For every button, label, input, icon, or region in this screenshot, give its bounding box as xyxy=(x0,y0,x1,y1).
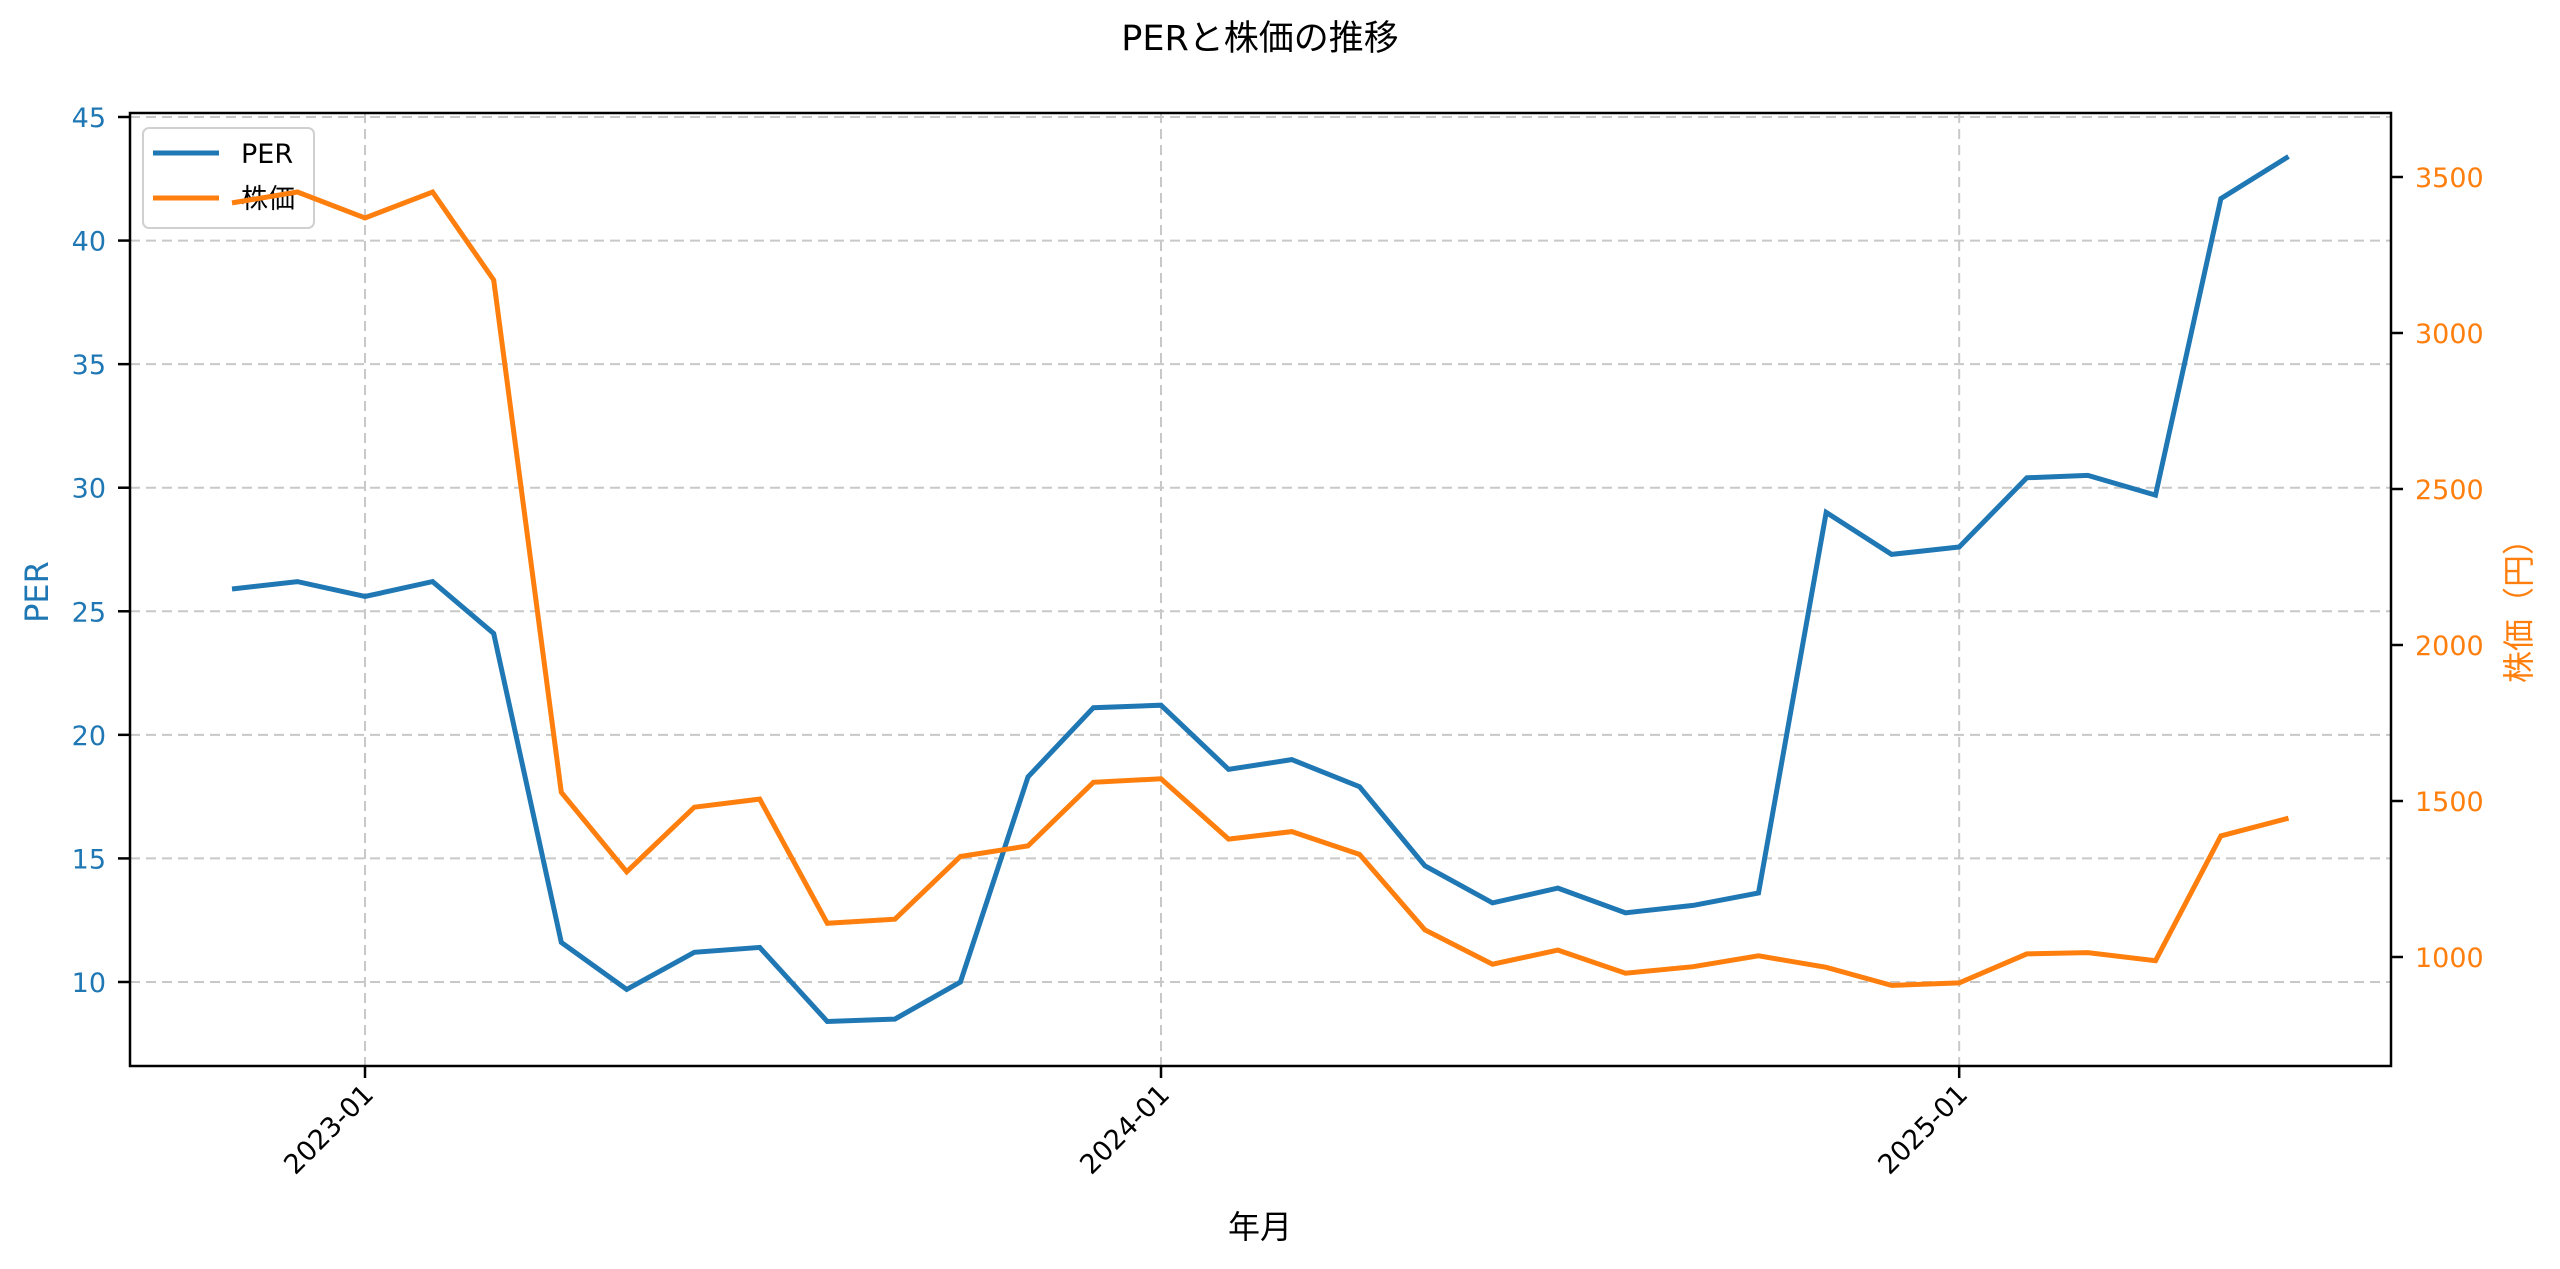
right-tick-label: 2000 xyxy=(2415,631,2484,662)
per-line xyxy=(231,154,2290,1025)
legend: PER 株価 xyxy=(142,127,315,229)
left-tick-label: 45 xyxy=(72,103,106,134)
right-tick-label: 3500 xyxy=(2415,163,2484,194)
right-tick-label: 1500 xyxy=(2415,787,2484,818)
left-tick-label: 10 xyxy=(72,968,106,999)
x-axis: 2023-01 2024-01 2025-01 xyxy=(278,1066,1974,1181)
x-axis-label: 年月 xyxy=(1228,1208,1292,1246)
left-tick-label: 25 xyxy=(72,597,106,628)
plot-series xyxy=(231,154,2290,1025)
right-y-axis-label: 株価（円） xyxy=(2500,523,2538,683)
right-tick-label: 3000 xyxy=(2415,319,2484,350)
axes-frame xyxy=(128,111,2393,1068)
grid-lines xyxy=(130,113,2391,1066)
left-tick-label: 30 xyxy=(72,474,106,505)
x-tick-label: 2024-01 xyxy=(1074,1079,1176,1181)
left-y-axis: 10 15 20 25 30 35 40 45 xyxy=(72,103,130,999)
chart-title: PERと株価の推移 xyxy=(1121,19,1399,59)
right-y-axis: 1000 1500 2000 2500 3000 3500 xyxy=(2391,163,2484,974)
right-tick-label: 2500 xyxy=(2415,475,2484,506)
left-tick-label: 15 xyxy=(72,844,106,875)
price-line xyxy=(231,188,2290,988)
left-tick-label: 40 xyxy=(72,227,106,258)
left-tick-label: 20 xyxy=(72,721,106,752)
right-tick-label: 1000 xyxy=(2415,943,2484,974)
left-tick-label: 35 xyxy=(72,350,106,381)
legend-per-label: PER xyxy=(241,139,293,170)
x-tick-label: 2023-01 xyxy=(278,1079,380,1181)
left-y-axis-label: PER xyxy=(18,561,56,623)
x-tick-label: 2025-01 xyxy=(1872,1079,1974,1181)
